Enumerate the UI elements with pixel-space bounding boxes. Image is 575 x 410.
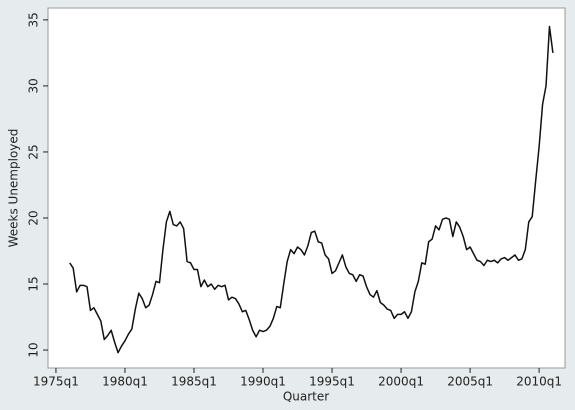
x-tick-label: 1980q1	[102, 375, 148, 389]
x-tick-label: 1975q1	[33, 375, 79, 389]
x-tick-label: 2000q1	[378, 375, 424, 389]
x-tick-label: 1990q1	[240, 375, 286, 389]
x-tick-label: 2010q1	[516, 375, 562, 389]
y-tick-label: 30	[27, 78, 41, 93]
y-tick-label: 10	[27, 342, 41, 357]
y-tick-label: 25	[27, 144, 41, 159]
x-tick-label: 1985q1	[171, 375, 217, 389]
data-line	[69, 25, 554, 354]
y-axis-title: Weeks Unemployed	[7, 129, 21, 248]
x-tick-label: 1995q1	[309, 375, 355, 389]
x-tick-label: 2005q1	[447, 375, 493, 389]
x-axis-title: Quarter	[283, 390, 329, 404]
y-tick-label: 20	[27, 210, 41, 225]
y-tick-label: 15	[27, 276, 41, 291]
y-tick-label: 35	[27, 12, 41, 27]
plot-area	[47, 7, 566, 369]
